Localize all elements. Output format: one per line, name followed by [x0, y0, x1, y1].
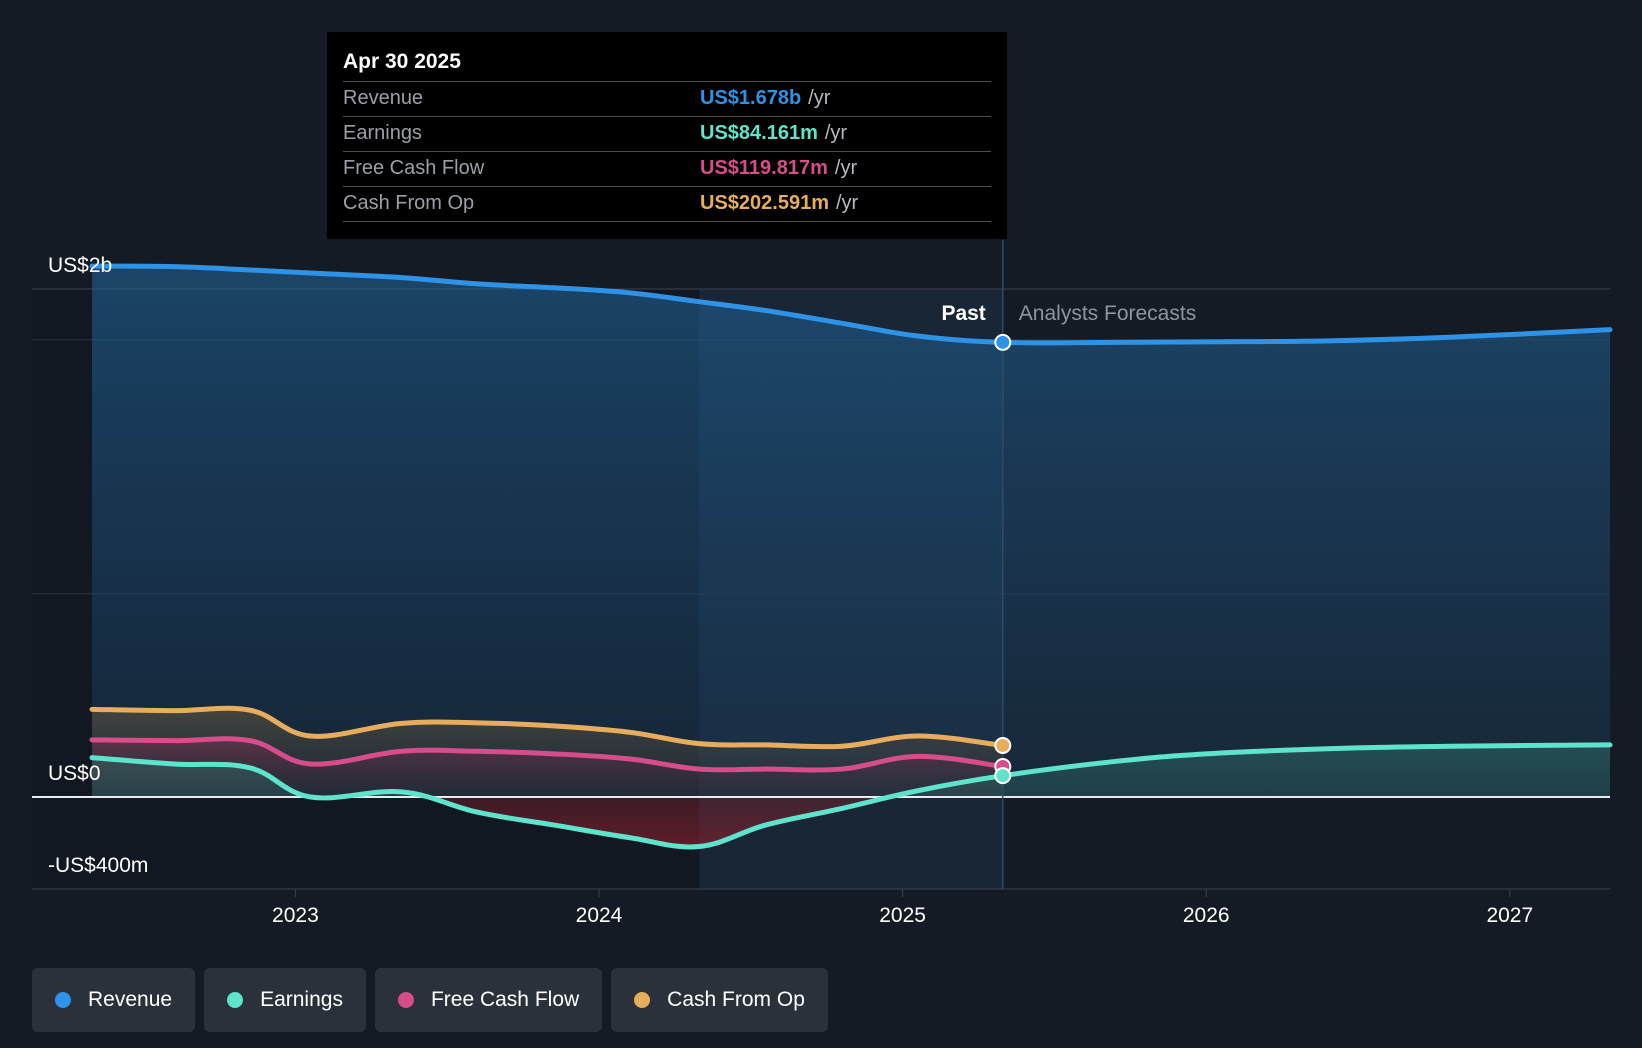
x-tick-label: 2024 [576, 904, 623, 927]
series-line-revenue [89, 263, 1613, 346]
tooltip-row-cash-from-op: Cash From Op US$202.591m /yr [343, 186, 991, 222]
tooltip-unit: /yr [824, 122, 848, 144]
legend-label: Earnings [260, 988, 343, 1011]
series-line-earnings [89, 742, 1613, 850]
tooltip-row-free-cash-flow: Free Cash Flow US$119.817m /yr [343, 151, 991, 186]
revenue-area [92, 266, 1610, 797]
revenue-dot-icon [55, 992, 71, 1008]
y-axis-label: US$2b [48, 254, 112, 277]
tooltip-label: Revenue [343, 87, 424, 109]
series-line-cash-from-op [89, 705, 1006, 750]
tooltip-unit: /yr [835, 192, 859, 214]
tooltip-label: Free Cash Flow [343, 157, 485, 179]
earnings-dot-icon [227, 992, 244, 1008]
tooltip-value: US$1.678b [700, 87, 802, 109]
legend-label: Cash From Op [667, 988, 805, 1011]
legend-item-revenue[interactable]: Revenue [32, 968, 196, 1032]
earnings-positive-area [92, 744, 1610, 797]
legend-label: Free Cash Flow [430, 988, 580, 1011]
free-cash-flow-dot-icon [397, 992, 414, 1008]
marker-cash-from-op [994, 736, 1012, 754]
tooltip-row-revenue: Revenue US$1.678b /yr [343, 81, 991, 116]
marker-earnings [994, 767, 1012, 785]
legend: Revenue Earnings Free Cash Flow Cash Fro… [32, 968, 828, 1032]
cash-from-op-dot-icon [634, 992, 651, 1008]
legend-item-free-cash-flow[interactable]: Free Cash Flow [374, 968, 603, 1032]
tooltip-date: Apr 30 2025 [343, 50, 461, 73]
tooltip-unit: /yr [834, 157, 858, 179]
forecast-label: Analysts Forecasts [1019, 302, 1196, 325]
tooltip-value: US$84.161m [700, 122, 818, 144]
tooltip-label: Cash From Op [343, 192, 475, 214]
tooltip: Apr 30 2025 Revenue US$1.678b /yr Earnin… [327, 32, 1007, 239]
tooltip-unit: /yr [808, 87, 831, 109]
legend-item-cash-from-op[interactable]: Cash From Op [611, 968, 828, 1032]
y-axis-label: US$0 [48, 762, 101, 785]
legend-item-earnings[interactable]: Earnings [204, 968, 366, 1032]
legend-label: Revenue [88, 988, 173, 1011]
series-line-free-cash-flow [89, 736, 1006, 773]
tooltip-value: US$202.591m [700, 192, 829, 214]
x-tick-label: 2025 [879, 904, 926, 927]
tooltip-value: US$119.817m [700, 157, 828, 179]
tooltip-label: Earnings [343, 122, 422, 144]
x-tick-label: 2026 [1183, 904, 1230, 927]
free-cash-flow-area [92, 738, 1003, 797]
marker-revenue [994, 333, 1012, 351]
past-label: Past [941, 302, 985, 325]
y-axis-label: -US$400m [48, 854, 148, 877]
tooltip-row-earnings: Earnings US$84.161m /yr [343, 116, 991, 151]
x-tick-label: 2023 [272, 904, 319, 927]
x-tick-label: 2027 [1486, 904, 1533, 927]
